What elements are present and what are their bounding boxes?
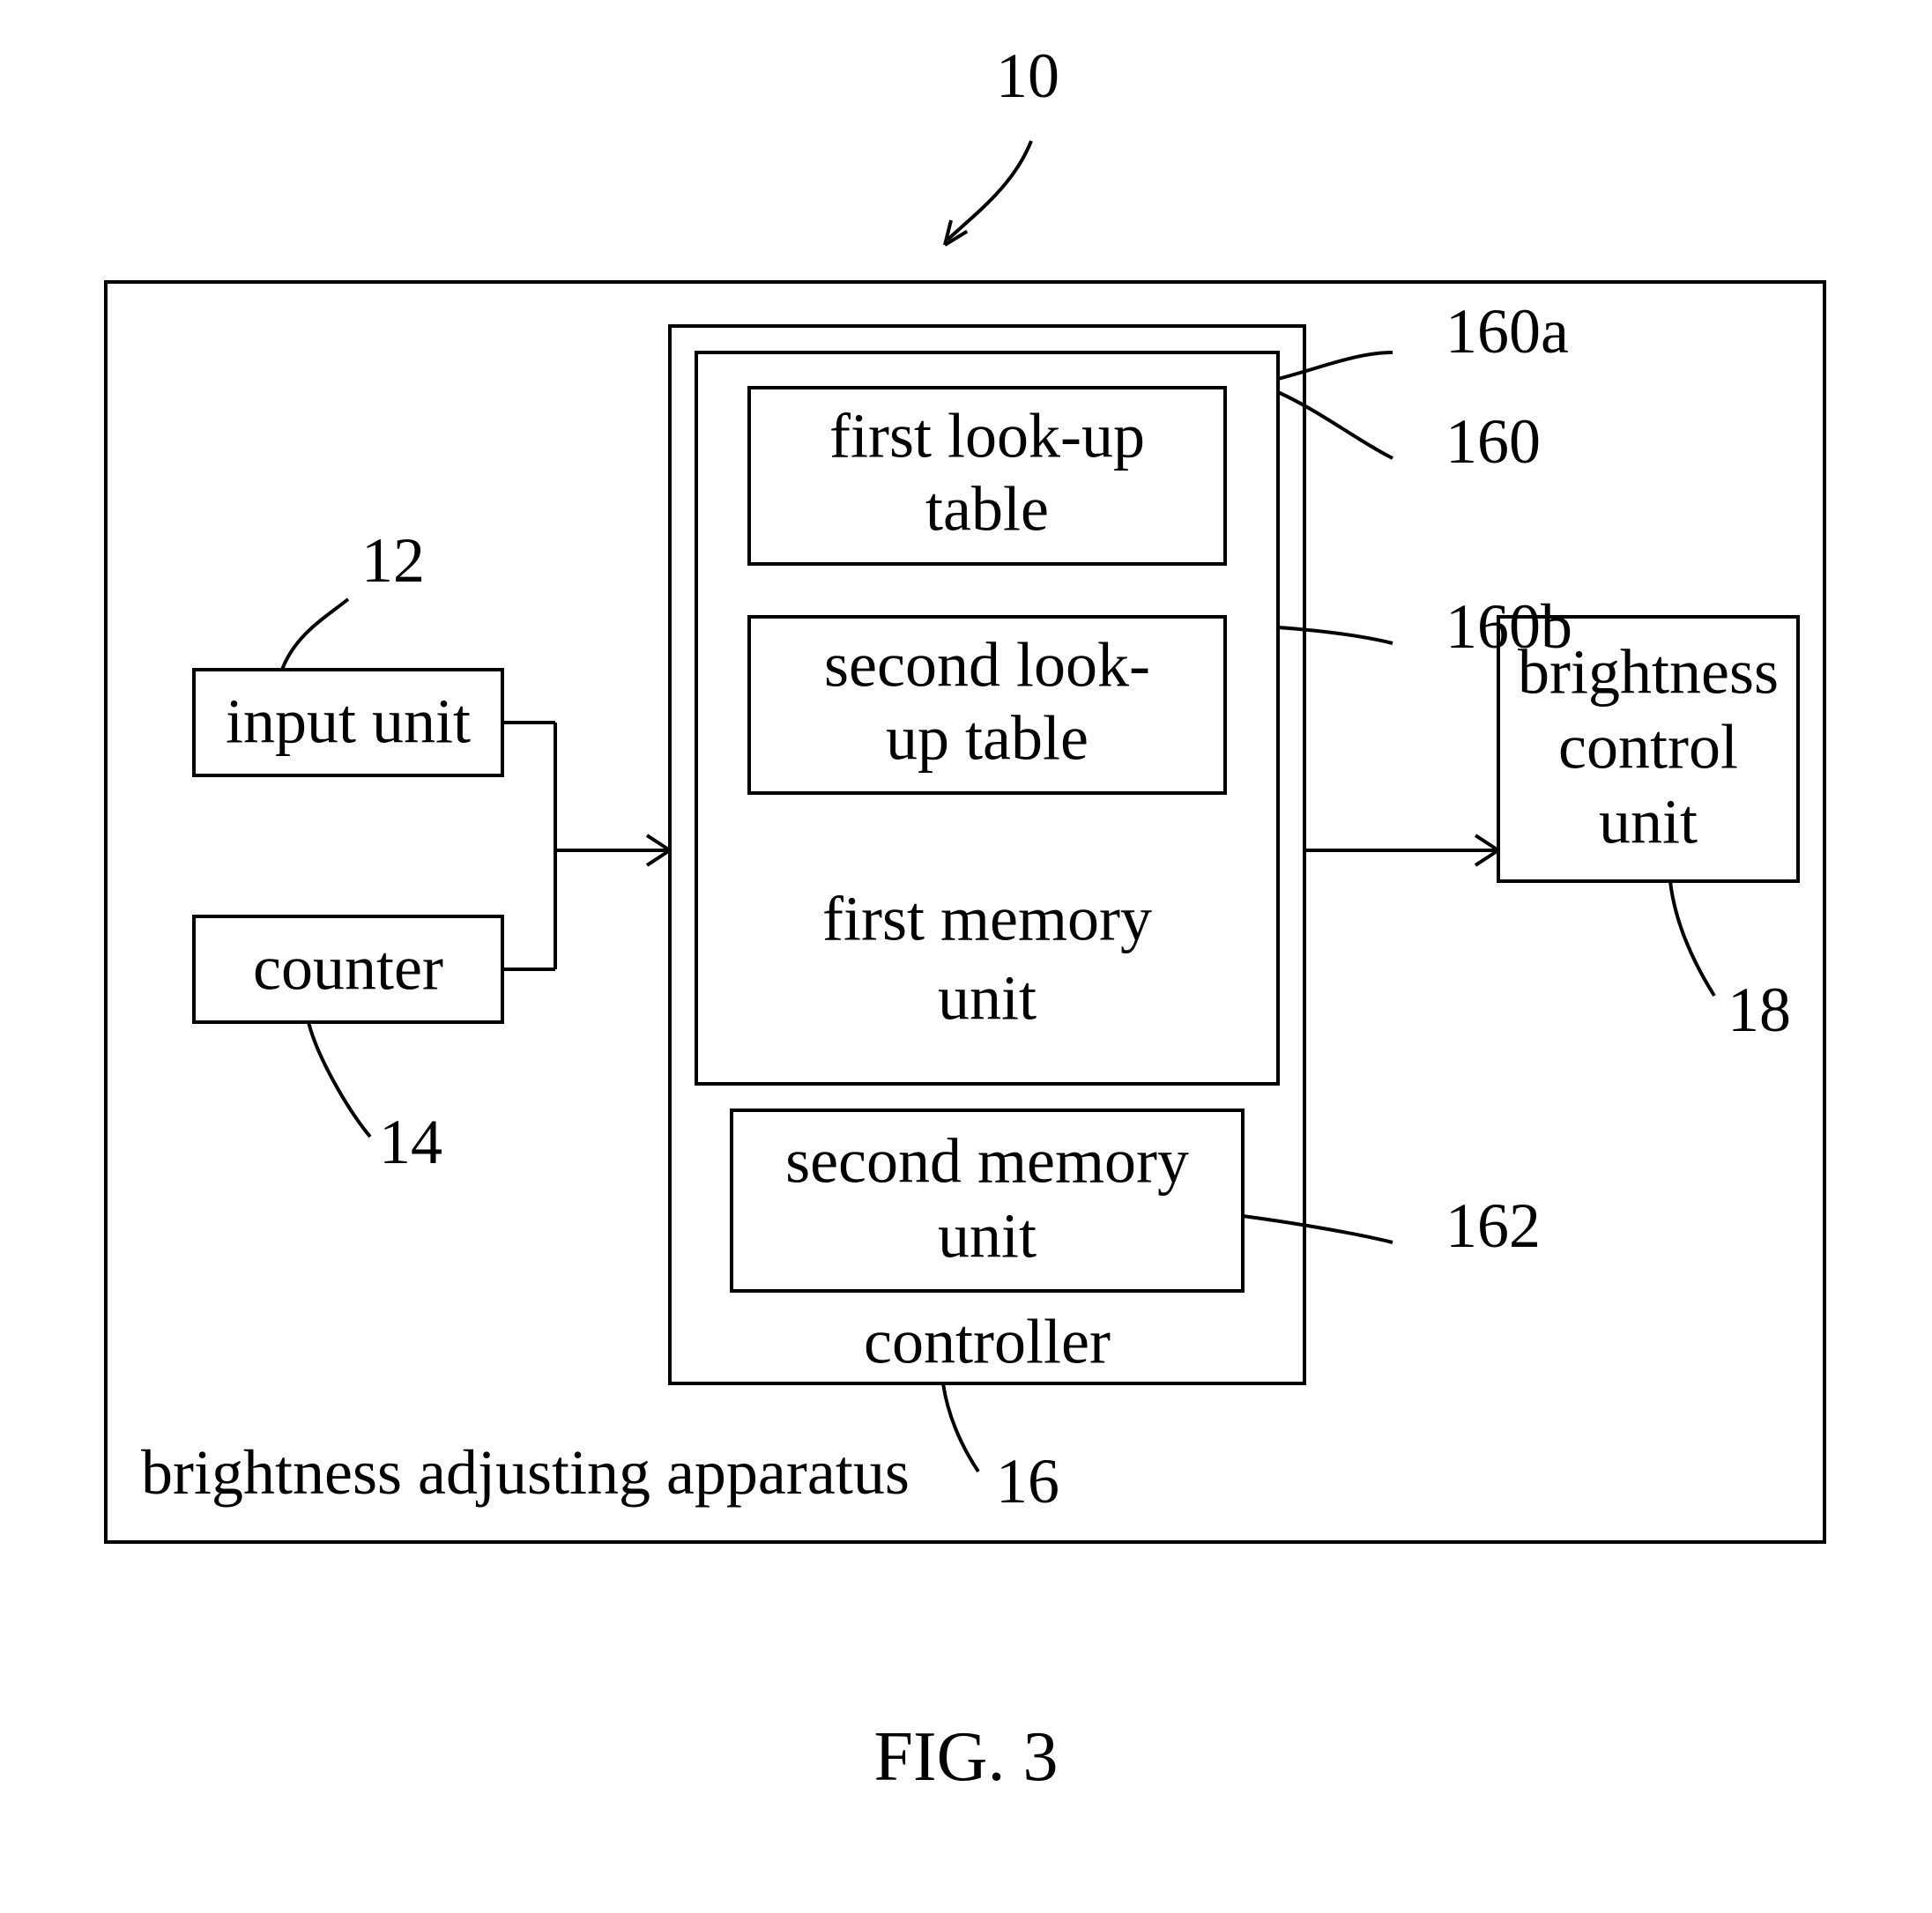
ref-162: 162 [1445,1190,1541,1261]
ref-12: 12 [361,525,425,596]
leader-10 [947,141,1031,240]
counter-label: counter [253,933,443,1004]
diagram-canvas: brightness adjusting apparatus controller… [0,0,1932,1913]
input-unit-label: input unit [226,686,471,757]
second-memory-l2: unit [938,1201,1037,1272]
second-lut-l2: up table [886,703,1089,774]
first-lut-l2: table [925,474,1049,545]
ref-160: 160 [1445,406,1541,477]
first-memory-label-l1: first memory [822,884,1152,954]
second-lut-l1: second look- [824,630,1150,701]
ref-16: 16 [996,1446,1059,1516]
ref-160b: 160b [1445,591,1572,662]
first-lut-l1: first look-up [829,401,1145,471]
apparatus-label: brightness adjusting apparatus [141,1437,910,1508]
brightness-l2: control [1558,712,1738,782]
ref-14: 14 [379,1107,442,1177]
ref-10: 10 [996,41,1059,111]
ref-160a: 160a [1445,296,1569,367]
figure-caption: FIG. 3 [874,1718,1059,1796]
second-memory-l1: second memory [785,1126,1189,1197]
ref-18: 18 [1728,975,1791,1045]
first-memory-label-l2: unit [938,963,1037,1034]
controller-label: controller [864,1307,1111,1377]
brightness-l3: unit [1599,787,1698,857]
